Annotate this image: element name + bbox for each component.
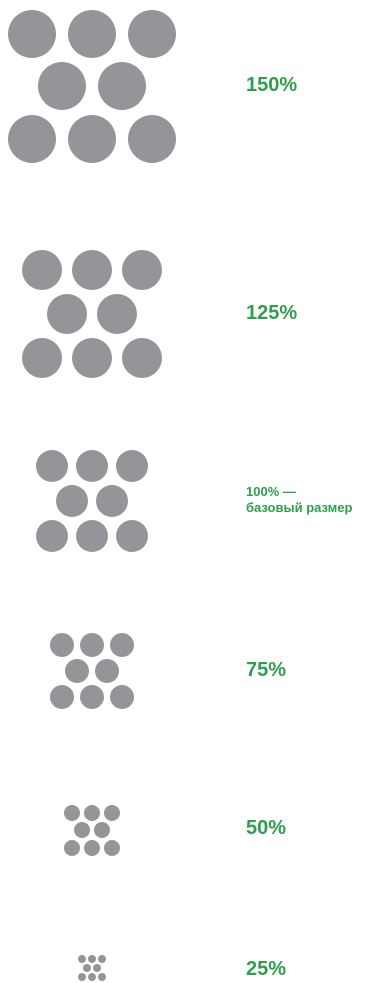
dot	[110, 632, 134, 657]
dot	[22, 250, 62, 291]
dot	[80, 685, 104, 710]
dot	[56, 485, 88, 517]
dot	[128, 9, 176, 58]
dot	[74, 822, 90, 838]
dot	[97, 294, 137, 334]
dot	[93, 964, 101, 972]
dot	[116, 520, 148, 552]
dot	[22, 337, 62, 378]
dot	[104, 804, 120, 821]
dot	[68, 114, 116, 163]
dot	[84, 804, 100, 821]
dot	[104, 839, 120, 856]
dot	[88, 972, 96, 981]
scale-label: 100% — базовый размер	[246, 484, 352, 517]
dot	[72, 337, 112, 378]
dot	[83, 964, 91, 972]
dot	[64, 804, 80, 821]
scale-label: 50%	[246, 817, 286, 839]
dot	[78, 972, 86, 981]
dot	[94, 822, 110, 838]
dot	[76, 450, 108, 482]
dot	[47, 294, 87, 334]
dot	[36, 450, 68, 482]
scale-label: 25%	[246, 958, 286, 980]
scale-label-line: 150%	[246, 74, 298, 96]
scale-label-line: 100% —	[246, 484, 296, 499]
scale-label-line: 25%	[246, 958, 287, 980]
scale-label-line: 50%	[246, 817, 287, 839]
dot	[98, 62, 146, 110]
dot	[50, 632, 74, 657]
dot	[128, 114, 176, 163]
scale-label-line: базовый размер	[246, 500, 353, 516]
dot	[8, 9, 56, 58]
dot	[84, 839, 100, 856]
dot	[68, 9, 116, 58]
dot	[122, 250, 162, 291]
dot	[80, 632, 104, 657]
dot	[64, 839, 80, 856]
dot	[96, 485, 128, 517]
dot	[76, 520, 108, 552]
dot	[110, 685, 134, 710]
scale-label: 125%	[246, 302, 297, 324]
dot	[98, 972, 106, 981]
scale-label: 75%	[246, 659, 286, 681]
dot	[38, 62, 86, 110]
dot	[65, 659, 89, 683]
dot	[36, 520, 68, 552]
dot	[122, 337, 162, 378]
dot	[98, 955, 106, 964]
scale-label: 150%	[246, 74, 297, 96]
scale-label-line: 125%	[246, 302, 298, 324]
dot	[95, 659, 119, 683]
dot	[116, 450, 148, 482]
dot	[72, 250, 112, 291]
scale-label-line: 75%	[246, 659, 287, 681]
dot	[8, 114, 56, 163]
dot	[88, 955, 96, 964]
dot	[78, 955, 86, 964]
dot	[50, 685, 74, 710]
